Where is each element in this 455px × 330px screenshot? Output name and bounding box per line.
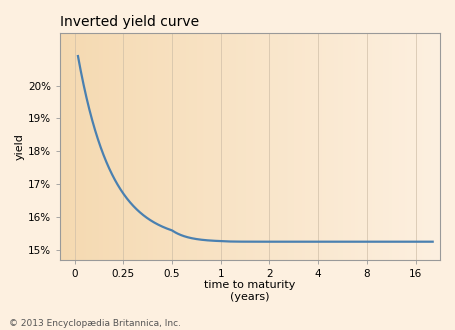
Y-axis label: yield: yield	[15, 133, 25, 160]
X-axis label: time to maturity
(years): time to maturity (years)	[204, 280, 296, 302]
Text: © 2013 Encyclopædia Britannica, Inc.: © 2013 Encyclopædia Britannica, Inc.	[9, 319, 181, 328]
Text: Inverted yield curve: Inverted yield curve	[60, 15, 199, 29]
